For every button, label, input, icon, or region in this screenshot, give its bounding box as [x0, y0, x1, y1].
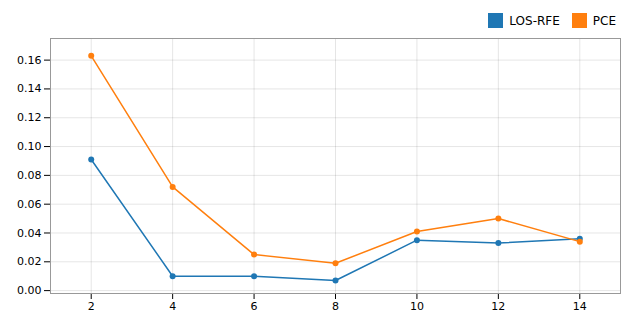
- html-text:LOS-RFE: LOS-RFE: [509, 13, 560, 28]
- svg-text:0.16: 0.16: [17, 54, 42, 67]
- html-text:PCE: PCE: [592, 13, 616, 28]
- svg-text:0.10: 0.10: [17, 140, 42, 153]
- svg-text:4: 4: [169, 300, 176, 313]
- svg-text:0.12: 0.12: [17, 111, 42, 124]
- svg-text:0.08: 0.08: [17, 169, 42, 182]
- svg-text:2: 2: [88, 300, 95, 313]
- svg-text:14: 14: [573, 300, 587, 313]
- svg-text:0.14: 0.14: [17, 82, 42, 95]
- svg-text:10: 10: [410, 300, 424, 313]
- svg-text:12: 12: [491, 300, 505, 313]
- svg-text:0.02: 0.02: [17, 255, 42, 268]
- svg-text:0.00: 0.00: [17, 284, 42, 297]
- svg-text:0.06: 0.06: [17, 198, 42, 211]
- svg-text:0.04: 0.04: [17, 227, 42, 240]
- svg-text:8: 8: [332, 300, 339, 313]
- svg-text:6: 6: [251, 300, 258, 313]
